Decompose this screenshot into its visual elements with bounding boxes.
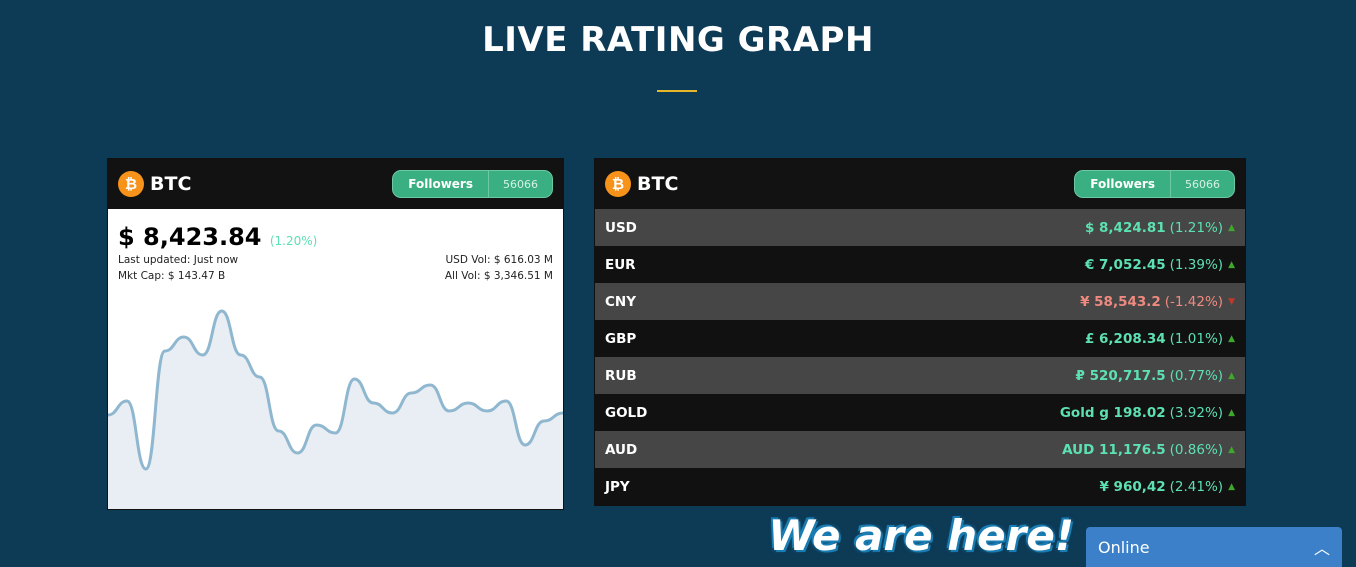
currency-name: GBP bbox=[605, 330, 637, 347]
arrow-up-icon: ▲ bbox=[1228, 370, 1235, 381]
rate-row-usd: USD $ 8,424.81 (1.21%) ▲ bbox=[595, 209, 1245, 246]
rate-value: AUD 11,176.5 bbox=[1062, 441, 1166, 458]
chevron-up-icon[interactable]: ︿ bbox=[1313, 539, 1330, 558]
chat-status: Online bbox=[1098, 537, 1150, 557]
chat-widget-bar[interactable]: Online ︿ bbox=[1086, 527, 1342, 567]
price-change: (1.20%) bbox=[269, 234, 318, 248]
currency-name: EUR bbox=[605, 256, 636, 273]
rate-row-rub: RUB ₽ 520,717.5 (0.77%) ▲ bbox=[595, 357, 1245, 394]
rate-value: ¥ 960,42 bbox=[1099, 478, 1166, 495]
meta-right: USD Vol: $ 616.03 M All Vol: $ 3,346.51 M bbox=[445, 252, 553, 284]
arrow-up-icon: ▲ bbox=[1228, 259, 1235, 270]
coin-symbol: BTC bbox=[637, 173, 679, 195]
rate-change: (3.92%) bbox=[1169, 404, 1224, 421]
arrow-up-icon: ▲ bbox=[1228, 407, 1235, 418]
arrow-up-icon: ▲ bbox=[1228, 333, 1235, 344]
rates-list: USD $ 8,424.81 (1.21%) ▲ EUR € 7,052.45 (1.39%… bbox=[595, 209, 1245, 505]
rate-change: (0.77%) bbox=[1169, 367, 1224, 384]
currency-name: JPY bbox=[605, 478, 630, 495]
price: $ 8,423.84 (1.20%) bbox=[118, 223, 317, 251]
arrow-up-icon: ▲ bbox=[1228, 222, 1235, 233]
followers-label: Followers bbox=[393, 171, 489, 197]
currency-name: USD bbox=[605, 219, 637, 236]
price-value: $ 8,423.84 bbox=[118, 223, 262, 251]
followers-button[interactable]: Followers 56066 bbox=[392, 170, 553, 198]
page-title: LIVE RATING GRAPH bbox=[482, 20, 874, 60]
widget-header: ₿ BTC Followers 56066 bbox=[595, 159, 1245, 209]
market-cap: Mkt Cap: $ 143.47 B bbox=[118, 270, 226, 282]
rate-row-jpy: JPY ¥ 960,42 (2.41%) ▲ bbox=[595, 468, 1245, 505]
rate-value: $ 8,424.81 bbox=[1084, 219, 1166, 236]
last-updated: Last updated: Just now bbox=[118, 254, 239, 266]
sparkline-line bbox=[108, 309, 563, 471]
currency-name: CNY bbox=[605, 293, 636, 310]
price-sparkline bbox=[108, 309, 563, 509]
rate-change: (1.21%) bbox=[1169, 219, 1224, 236]
rate-value: £ 6,208.34 bbox=[1084, 330, 1166, 347]
rate-value: € 7,052.45 bbox=[1084, 256, 1166, 273]
followers-count: 56066 bbox=[503, 177, 538, 191]
coin-symbol: BTC bbox=[150, 173, 192, 195]
title-underline bbox=[657, 90, 697, 92]
rate-change: (2.41%) bbox=[1169, 478, 1224, 495]
rate-row-aud: AUD AUD 11,176.5 (0.86%) ▲ bbox=[595, 431, 1245, 468]
rate-row-eur: EUR € 7,052.45 (1.39%) ▲ bbox=[595, 246, 1245, 283]
we-are-here-badge[interactable]: We are here! bbox=[768, 511, 1074, 560]
rate-value: ¥ 58,543.2 bbox=[1080, 293, 1161, 310]
meta-left: Last updated: Just now Mkt Cap: $ 143.47 … bbox=[118, 252, 238, 284]
widget-header: ₿ BTC Followers 56066 bbox=[108, 159, 563, 209]
arrow-up-icon: ▲ bbox=[1228, 444, 1235, 455]
btc-rates-widget: ₿ BTC Followers 56066 USD $ 8,424.81 (1.21%… bbox=[594, 158, 1246, 506]
rate-row-gold: GOLD Gold g 198.02 (3.92%) ▲ bbox=[595, 394, 1245, 431]
btc-chart-widget: ₿ BTC Followers 56066 $ 8,423.84 (1.20%) … bbox=[107, 158, 564, 510]
bitcoin-icon: ₿ bbox=[605, 171, 631, 197]
all-volume: All Vol: $ 3,346.51 M bbox=[444, 270, 553, 282]
rate-value: Gold g 198.02 bbox=[1059, 404, 1166, 421]
rate-row-gbp: GBP £ 6,208.34 (1.01%) ▲ bbox=[595, 320, 1245, 357]
bitcoin-icon: ₿ bbox=[118, 171, 144, 197]
arrow-down-icon: ▼ bbox=[1228, 296, 1235, 307]
usd-volume: USD Vol: $ 616.03 M bbox=[445, 254, 553, 266]
currency-name: AUD bbox=[605, 441, 638, 458]
followers-button[interactable]: Followers 56066 bbox=[1074, 170, 1235, 198]
rate-change: (1.39%) bbox=[1169, 256, 1224, 273]
followers-label: Followers bbox=[1075, 171, 1171, 197]
followers-count: 56066 bbox=[1185, 177, 1220, 191]
currency-name: GOLD bbox=[605, 404, 648, 421]
sparkline-area bbox=[108, 311, 563, 509]
rate-change: (1.01%) bbox=[1169, 330, 1224, 347]
rate-row-cny: CNY ¥ 58,543.2 (-1.42%) ▼ bbox=[595, 283, 1245, 320]
rate-change: (0.86%) bbox=[1169, 441, 1224, 458]
arrow-up-icon: ▲ bbox=[1228, 481, 1235, 492]
currency-name: RUB bbox=[605, 367, 637, 384]
rate-value: ₽ 520,717.5 bbox=[1075, 367, 1166, 384]
rate-change: (-1.42%) bbox=[1164, 293, 1224, 310]
